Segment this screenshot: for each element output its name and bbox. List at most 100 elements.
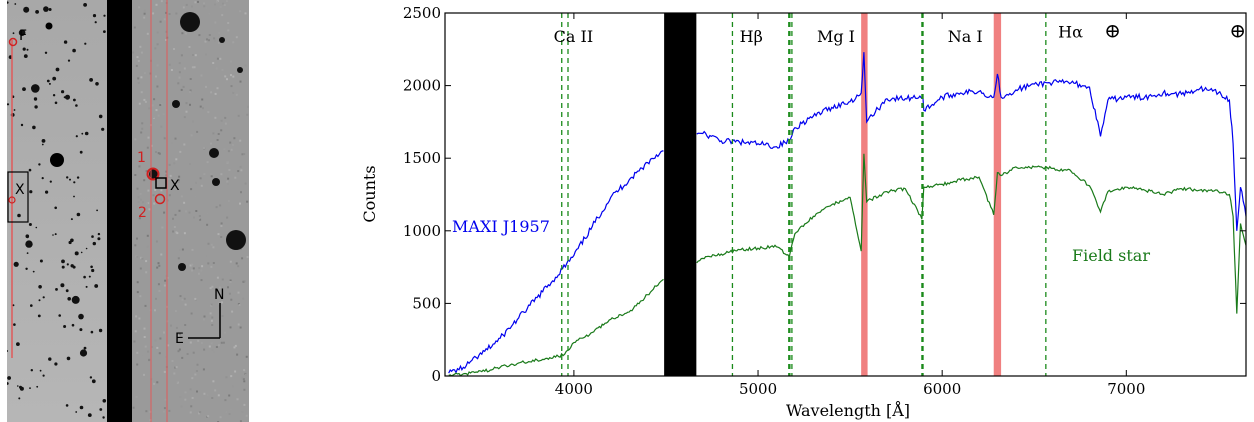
target-square <box>155 177 167 189</box>
noise-pixel <box>200 184 203 187</box>
background-star <box>66 176 69 179</box>
background-star <box>32 125 36 130</box>
field-star <box>180 12 200 32</box>
noise-pixel <box>146 32 149 35</box>
background-star <box>39 259 43 263</box>
noise-pixel <box>229 326 232 329</box>
background-star <box>37 314 41 318</box>
background-star <box>12 304 15 307</box>
noise-pixel <box>137 81 140 84</box>
background-star <box>18 397 21 400</box>
background-star <box>91 379 96 384</box>
noise-pixel <box>210 142 212 145</box>
background-star <box>23 54 28 58</box>
noise-pixel <box>197 272 200 275</box>
noise-pixel <box>176 381 179 384</box>
noise-pixel <box>160 189 163 192</box>
noise-pixel <box>160 125 163 128</box>
noise-pixel <box>227 177 230 180</box>
background-star <box>90 265 93 269</box>
noise-pixel <box>225 376 228 379</box>
noise-pixel <box>139 267 142 270</box>
spectral-line-label: Na I <box>948 27 983 46</box>
noise-pixel <box>160 0 163 3</box>
noise-pixel <box>158 152 161 155</box>
noise-pixel <box>199 105 202 108</box>
noise-pixel <box>246 113 249 116</box>
noise-pixel <box>192 120 194 123</box>
noise-pixel <box>206 394 209 397</box>
noise-pixel <box>213 37 216 40</box>
x-tick-label: 6000 <box>923 380 961 398</box>
noise-pixel <box>210 84 213 87</box>
noise-pixel <box>172 230 175 233</box>
noise-pixel <box>165 355 167 358</box>
noise-pixel <box>196 363 199 366</box>
x-tick-label: 4000 <box>555 380 593 398</box>
telluric-band <box>861 13 868 376</box>
noise-pixel <box>208 34 211 36</box>
noise-pixel <box>171 360 174 362</box>
background-star <box>7 382 9 385</box>
noise-pixel <box>156 266 159 269</box>
background-star <box>89 376 93 379</box>
noise-pixel <box>165 170 168 173</box>
noise-pixel <box>232 91 235 94</box>
background-star <box>66 356 71 361</box>
noise-pixel <box>165 174 168 177</box>
noise-pixel <box>226 78 228 81</box>
noise-pixel <box>192 351 195 354</box>
noise-pixel <box>237 291 240 294</box>
background-star <box>14 3 17 5</box>
noise-pixel <box>175 158 178 161</box>
noise-pixel <box>228 292 231 295</box>
noise-pixel <box>137 201 140 203</box>
noise-pixel <box>159 20 162 23</box>
noise-pixel <box>183 232 186 235</box>
noise-pixel <box>210 91 213 94</box>
background-star <box>73 98 76 102</box>
noise-pixel <box>160 253 163 256</box>
field-star <box>219 37 225 43</box>
background-star <box>101 127 105 131</box>
noise-pixel <box>135 395 138 398</box>
noise-pixel <box>178 348 181 351</box>
background-star <box>91 235 94 238</box>
background-star <box>19 386 24 391</box>
noise-pixel <box>224 399 227 402</box>
noise-pixel <box>180 405 183 408</box>
noise-pixel <box>151 346 154 348</box>
noise-pixel <box>227 286 229 289</box>
field-star <box>178 263 186 271</box>
noise-pixel <box>213 39 216 42</box>
series-line-field-star <box>448 278 664 377</box>
noise-pixel <box>184 391 187 394</box>
noise-pixel <box>146 245 149 248</box>
noise-pixel <box>168 63 171 66</box>
noise-pixel <box>182 85 185 88</box>
noise-pixel <box>136 351 139 354</box>
noise-pixel <box>210 303 213 306</box>
noise-pixel <box>198 217 200 220</box>
background-star <box>35 226 38 229</box>
noise-pixel <box>243 280 246 283</box>
noise-pixel <box>245 373 247 376</box>
background-star <box>32 270 35 273</box>
noise-pixel <box>220 341 223 344</box>
noise-pixel <box>144 100 147 103</box>
noise-pixel <box>170 69 173 71</box>
noise-pixel <box>207 111 210 114</box>
noise-pixel <box>224 75 227 78</box>
noise-pixel <box>132 51 135 54</box>
noise-pixel <box>222 2 224 5</box>
noise-pixel <box>169 177 171 180</box>
noise-pixel <box>222 341 225 344</box>
noise-pixel <box>207 262 210 265</box>
noise-pixel <box>226 216 229 219</box>
noise-pixel <box>191 66 194 69</box>
background-star <box>33 97 38 101</box>
noise-pixel <box>206 212 209 215</box>
noise-pixel <box>240 169 243 172</box>
noise-pixel <box>233 137 236 140</box>
noise-pixel <box>212 62 215 64</box>
